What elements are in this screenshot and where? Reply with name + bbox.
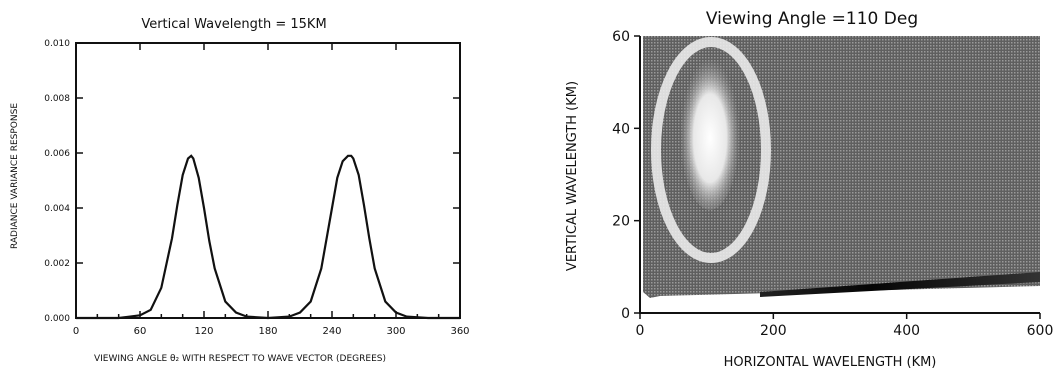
chart2-x-tick-label: 400 [893,323,920,339]
chart1-x-tick-label: 180 [258,326,277,337]
chart1-y-ticks: 0.000 0.002 0.004 0.006 0.008 0.010 [44,39,460,324]
heatmap-peak-region [680,50,740,210]
heatmap-chart: Viewing Angle =110 Deg VERTICAL WAVELENG… [565,9,1053,370]
chart1-xlabel: VIEWING ANGLE θ₂ WITH RESPECT TO WAVE VE… [94,354,386,364]
chart1-y-tick-label: 0.008 [44,94,70,104]
chart1-x-tick-label: 120 [194,326,213,337]
chart2-x-tick-label: 0 [636,323,645,339]
chart1-plot-frame [75,42,461,319]
line-chart: Vertical Wavelength = 15KM RADIANCE VARI… [10,17,470,364]
chart1-y-tick-label: 0.000 [44,314,70,324]
chart2-y-tick-label: 20 [612,214,630,230]
chart1-x-tick-label: 240 [322,326,341,337]
chart1-x-tick-label: 360 [450,326,469,337]
chart2-y-tick-label: 60 [612,29,630,45]
chart1-y-tick-label: 0.010 [44,39,70,49]
chart1-y-tick-label: 0.002 [44,259,70,269]
chart1-y-tick-label: 0.004 [44,204,70,214]
chart1-x-tick-label: 0 [73,326,79,337]
chart2-x-tick-label: 600 [1027,323,1054,339]
chart1-series-line [76,154,460,320]
chart2-x-tick-label: 200 [760,323,787,339]
chart2-title: Viewing Angle =110 Deg [706,9,918,29]
chart1-title: Vertical Wavelength = 15KM [141,17,326,32]
chart1-x-tick-label: 300 [386,326,405,337]
chart2-y-ticks: 0 20 40 60 [612,29,640,322]
chart1-x-tick-label: 60 [134,326,147,337]
chart2-y-tick-label: 40 [612,121,630,137]
chart1-ylabel: RADIANCE VARIANCE RESPONSE [10,103,20,249]
heatmap-low-response-band [760,272,1040,297]
chart1-x-ticks: 0 60 120 180 240 300 360 [73,43,470,337]
chart2-xlabel: HORIZONTAL WAVELENGTH (KM) [724,355,937,370]
chart2-ylabel: VERTICAL WAVELENGTH (KM) [565,81,580,271]
heatmap-outer-contour [651,37,771,263]
chart1-y-tick-label: 0.006 [44,149,70,159]
chart2-x-ticks: 0 200 400 600 [636,313,1054,339]
chart2-y-tick-label: 0 [621,306,630,322]
heatmap-field [643,36,1040,298]
